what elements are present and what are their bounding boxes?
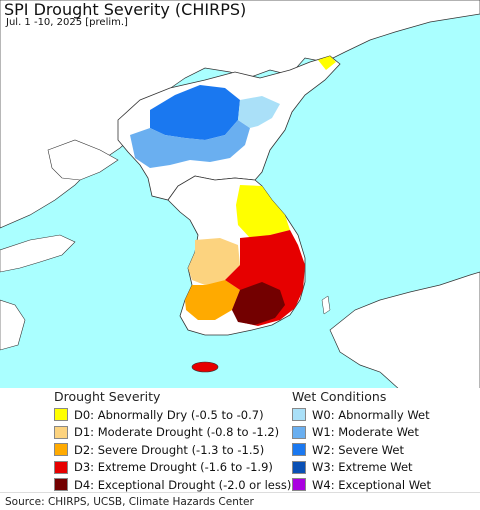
- legend-label: D3: Extreme Drought (-1.6 to -1.9): [74, 460, 273, 475]
- jeju-island: [191, 361, 219, 373]
- nk-wet-abnormal: [238, 96, 280, 128]
- sk-d4: [232, 282, 285, 325]
- china-coast-south: [0, 299, 26, 351]
- shandong-peninsula: [0, 234, 76, 273]
- map-subtitle: Jul. 1 -10, 2025 [prelim.]: [6, 17, 128, 28]
- japan-kyushu-honshu: [329, 271, 480, 390]
- legend-label: W3: Extreme Wet: [312, 460, 413, 475]
- swatch-w2: [292, 443, 306, 457]
- legend-label: W1: Moderate Wet: [312, 425, 419, 440]
- legend-label: W2: Severe Wet: [312, 442, 404, 457]
- legend-label: D2: Severe Drought (-1.3 to -1.5): [74, 442, 265, 457]
- legend-item-d1: D1: Moderate Drought (-0.8 to -1.2): [54, 424, 291, 442]
- legend-item-w1: W1: Moderate Wet: [292, 424, 431, 442]
- tsushima: [321, 295, 331, 315]
- sk-d1: [188, 238, 240, 285]
- legend-item-w2: W2: Severe Wet: [292, 441, 431, 459]
- map-title: SPI Drought Severity (CHIRPS): [4, 0, 247, 19]
- legend-item-w3: W3: Extreme Wet: [292, 459, 431, 477]
- drought-legend-title: Drought Severity: [54, 389, 161, 404]
- swatch-w3: [292, 460, 306, 474]
- nk-wet-severe: [150, 85, 240, 140]
- source-credit: Source: CHIRPS, UCSB, Climate Hazards Ce…: [5, 496, 254, 508]
- legend-label: W0: Abnormally Wet: [312, 407, 430, 422]
- legend-label: D0: Abnormally Dry (-0.5 to -0.7): [74, 407, 264, 422]
- wet-legend: Wet Conditions W0: Abnormally Wet W1: Mo…: [292, 389, 431, 494]
- wet-legend-title: Wet Conditions: [292, 389, 387, 404]
- drought-map: [0, 0, 480, 390]
- swatch-d1: [54, 425, 68, 439]
- map-canvas: [0, 0, 480, 390]
- legend: Drought Severity D0: Abnormally Dry (-0.…: [0, 388, 480, 492]
- drought-legend: Drought Severity D0: Abnormally Dry (-0.…: [54, 389, 291, 494]
- swatch-d4: [54, 478, 68, 492]
- legend-item-d4: D4: Exceptional Drought (-2.0 or less): [54, 476, 291, 494]
- legend-label: W4: Exceptional Wet: [312, 477, 431, 492]
- swatch-w4: [292, 478, 306, 492]
- swatch-w1: [292, 425, 306, 439]
- legend-item-w0: W0: Abnormally Wet: [292, 406, 431, 424]
- sk-d2: [185, 280, 240, 320]
- legend-label: D4: Exceptional Drought (-2.0 or less): [74, 477, 292, 492]
- footer: Source: CHIRPS, UCSB, Climate Hazards Ce…: [0, 492, 480, 510]
- swatch-d3: [54, 460, 68, 474]
- sk-d0: [236, 185, 290, 238]
- legend-item-w4: W4: Exceptional Wet: [292, 476, 431, 494]
- nk-dry-ne: [318, 56, 336, 70]
- nk-wet-moderate: [130, 120, 250, 168]
- legend-item-d0: D0: Abnormally Dry (-0.5 to -0.7): [54, 406, 291, 424]
- swatch-d2: [54, 443, 68, 457]
- china-landmass: [0, 0, 480, 229]
- swatch-w0: [292, 408, 306, 422]
- legend-item-d3: D3: Extreme Drought (-1.6 to -1.9): [54, 459, 291, 477]
- liaodong-peninsula: [47, 139, 119, 181]
- legend-item-d2: D2: Severe Drought (-1.3 to -1.5): [54, 441, 291, 459]
- swatch-d0: [54, 408, 68, 422]
- legend-label: D1: Moderate Drought (-0.8 to -1.2): [74, 425, 280, 440]
